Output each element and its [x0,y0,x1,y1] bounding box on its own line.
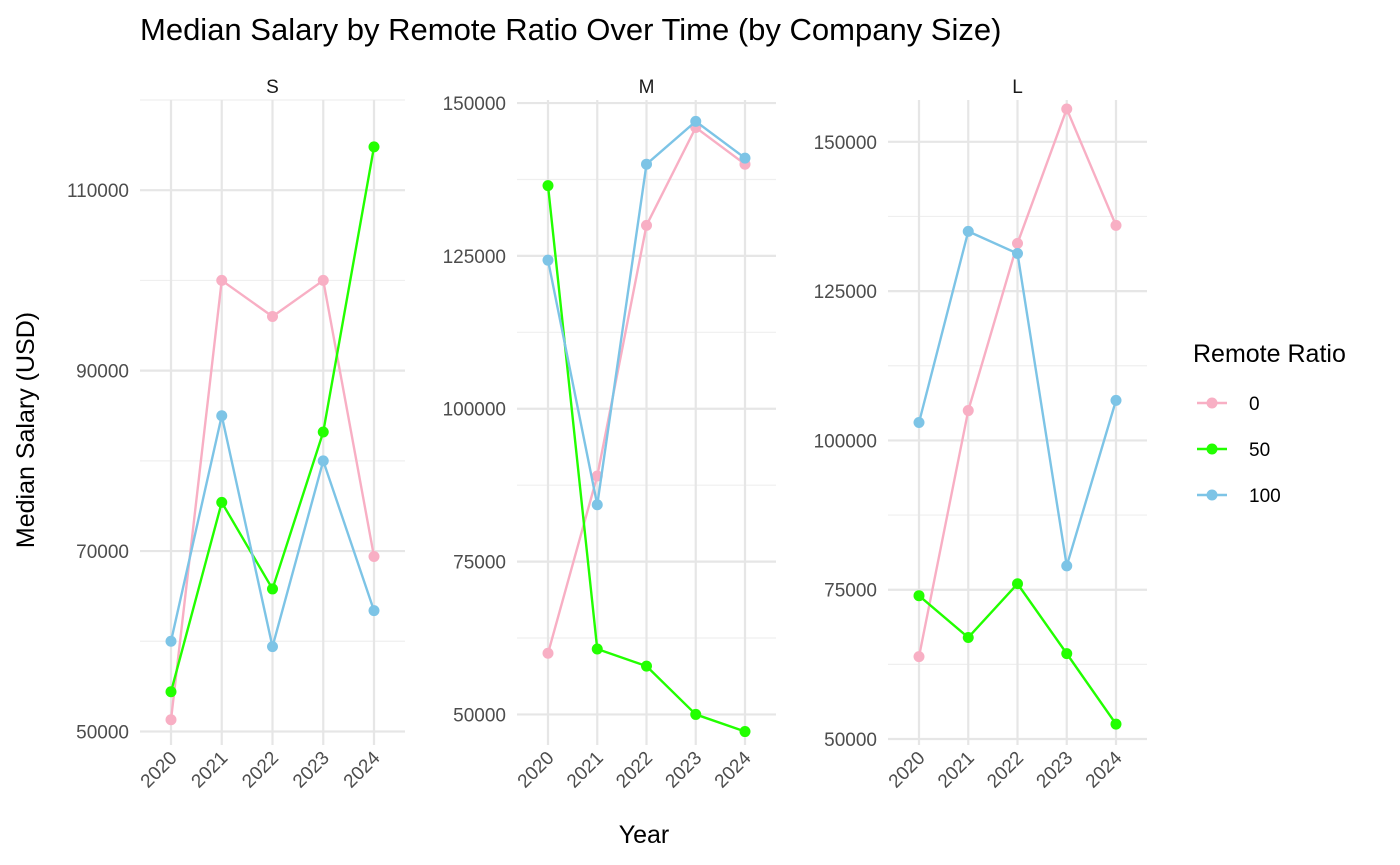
legend-entry-label: 0 [1249,394,1260,415]
y-tick-label: 150000 [443,94,506,115]
data-point-50 [542,180,554,192]
data-point-50 [216,496,228,508]
legend-entry-label: 100 [1249,486,1281,507]
data-point-50 [641,660,652,672]
data-point-100 [739,152,751,164]
legend-title: Remote Ratio [1193,340,1346,368]
y-tick-label: 50000 [824,730,877,751]
x-tick-label: 2021 [934,748,979,793]
data-point-50 [913,590,925,602]
y-tick-label: 50000 [453,705,506,726]
legend-key-point [1206,489,1218,501]
y-tick-label: 150000 [814,133,877,154]
data-point-50 [591,643,603,655]
y-tick-label: 90000 [76,362,129,383]
data-point-0 [542,647,554,659]
x-tick-label: 2023 [289,748,334,793]
chart-title: Median Salary by Remote Ratio Over Time … [140,12,1001,47]
data-point-50 [739,726,751,738]
data-point-0 [962,405,974,417]
x-tick-label: 2021 [563,748,608,793]
y-tick-label: 100000 [814,431,877,452]
x-tick-label: 2024 [711,747,756,792]
panel-m: 50000 75000 100000 125000 150000 2020 2021 2022… [443,77,776,792]
data-point-0 [1012,237,1023,249]
data-point-100 [1110,394,1122,406]
data-point-0 [1110,219,1122,231]
data-point-100 [216,410,228,422]
data-point-100 [165,635,177,647]
panel-strip-label: M [639,77,655,98]
y-tick-label: 70000 [76,542,129,563]
data-point-50 [267,583,278,595]
data-point-100 [542,254,554,266]
panel-l: 50000 75000 100000 125000 150000 2020 2021 2022… [814,77,1147,792]
data-point-100 [1012,247,1023,259]
data-point-0 [641,219,652,231]
x-tick-label: 2023 [662,748,707,793]
x-tick-label: 2021 [188,748,233,793]
x-tick-label: 2024 [340,747,385,792]
data-point-100 [1061,560,1073,572]
data-point-100 [690,115,702,127]
legend-key-point [1206,443,1218,455]
y-tick-label: 50000 [76,722,129,743]
y-axis-title: Median Salary (USD) [12,312,40,548]
data-point-50 [317,426,329,438]
data-point-100 [591,499,603,511]
panel-strip-label: L [1012,77,1023,98]
data-point-100 [267,641,278,653]
data-point-50 [368,141,380,153]
x-axis-title: Year [619,821,670,849]
data-point-50 [1012,578,1023,590]
data-point-100 [368,605,380,617]
y-tick-label: 100000 [443,400,506,421]
x-tick-label: 2020 [885,748,930,793]
panel-s: 50000 70000 90000 110000 2020 2021 2022 2023 202… [67,77,405,792]
data-point-100 [641,158,652,170]
data-point-0 [267,311,278,323]
data-point-0 [317,274,329,286]
panel-strip-label: S [266,77,279,98]
x-tick-label: 2024 [1082,747,1127,792]
data-point-50 [165,686,177,698]
y-tick-label: 75000 [453,553,506,574]
legend: Remote Ratio 0 50 100 [1193,340,1346,507]
data-point-0 [913,651,925,663]
data-point-50 [962,632,974,643]
data-point-0 [216,274,228,286]
data-point-0 [368,550,380,562]
data-point-100 [317,455,329,467]
data-point-0 [1061,103,1073,115]
x-tick-label: 2022 [983,748,1028,793]
data-point-50 [1061,648,1073,660]
x-tick-label: 2022 [612,748,657,793]
x-tick-label: 2020 [137,748,182,793]
data-point-100 [962,225,974,237]
data-point-100 [913,417,925,428]
y-tick-label: 110000 [67,181,129,202]
legend-key-point [1206,397,1218,409]
y-tick-label: 125000 [443,247,506,268]
data-point-0 [165,714,177,726]
legend-entry-label: 50 [1249,440,1270,461]
x-tick-label: 2020 [514,748,559,793]
data-point-50 [690,708,702,720]
x-tick-label: 2023 [1033,748,1078,793]
y-tick-label: 75000 [824,581,877,602]
x-tick-label: 2022 [238,748,283,793]
y-tick-label: 125000 [814,282,877,303]
data-point-50 [1110,718,1122,730]
